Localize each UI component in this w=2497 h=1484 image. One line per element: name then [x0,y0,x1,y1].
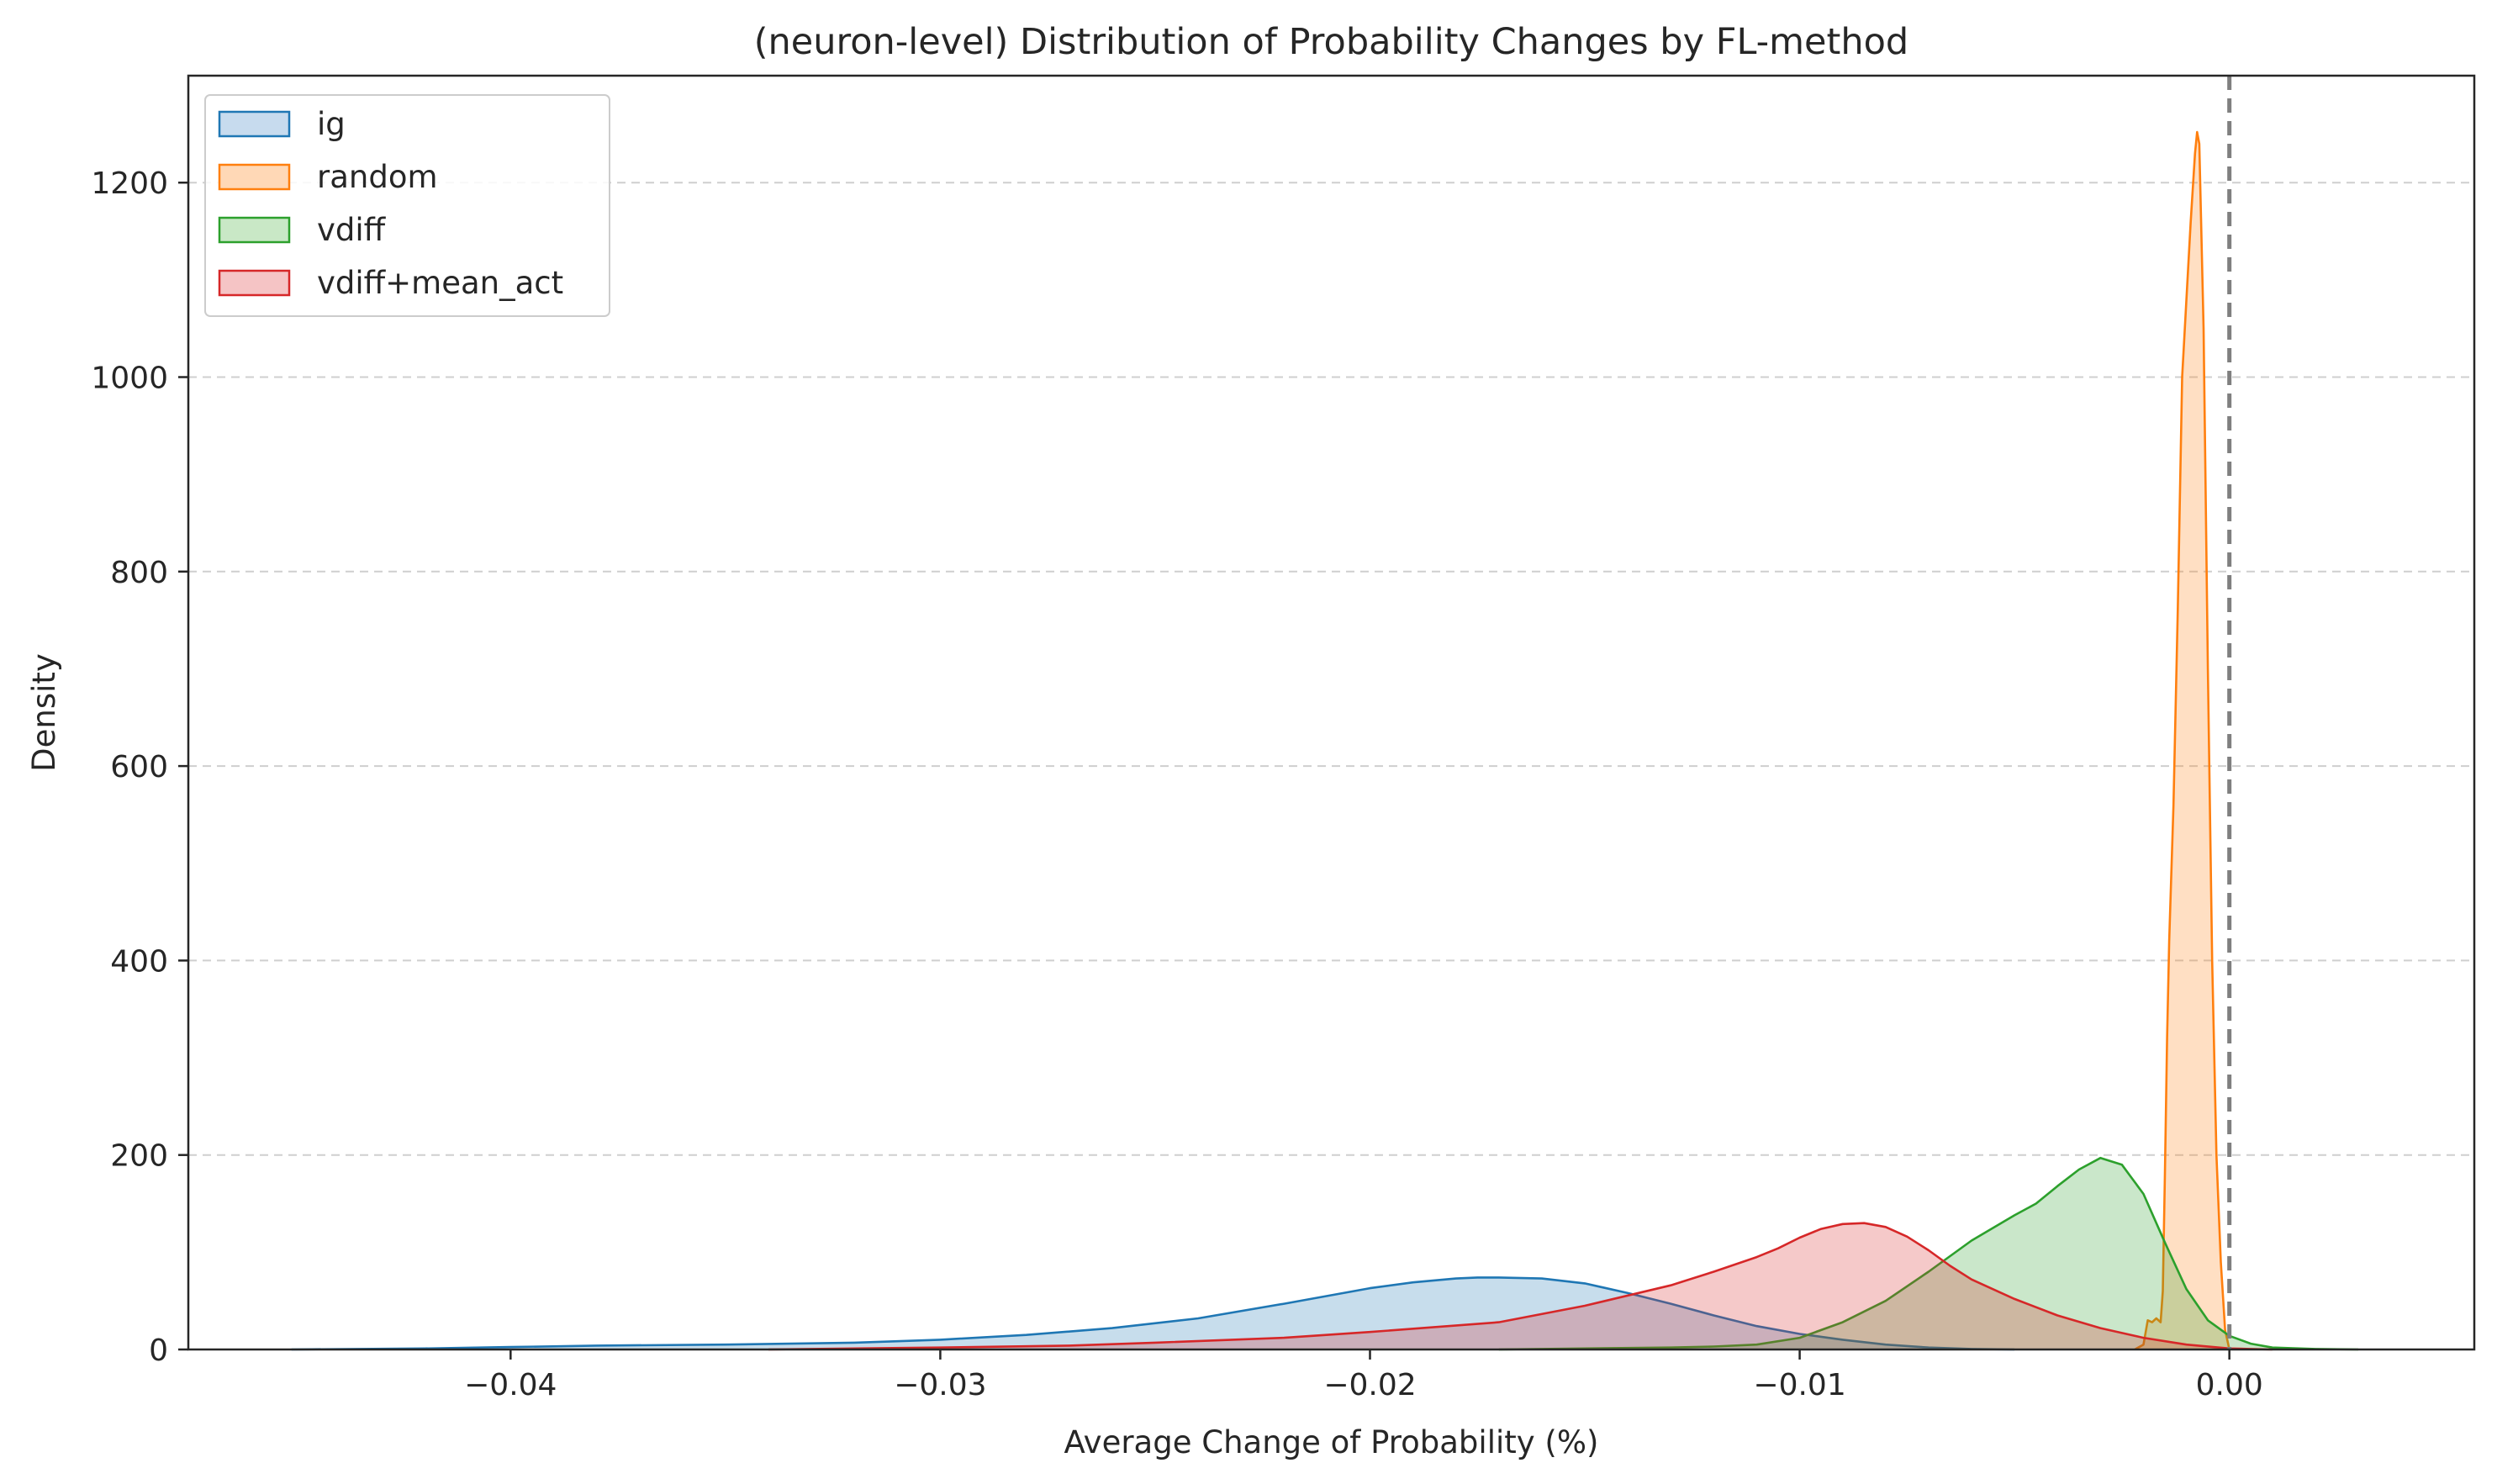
legend-swatch-vdiff+mean_act [218,269,291,297]
series-line-ig [291,1276,2015,1351]
y-axis-ticks: 0 200 400 600 800 1000 1200 [91,166,188,1368]
series-line-random [2134,130,2230,1351]
legend: ig random vdiff vdiff+mean_act [204,94,610,317]
y-tick-label: 1000 [91,362,168,396]
y-tick-label: 1200 [91,166,168,201]
area-fill-vdiff [1498,1158,2358,1349]
x-tick-label: 0.00 [2196,1368,2263,1402]
legend-label-vdiff: vdiff [317,212,387,248]
x-tick-label: −0.04 [464,1368,557,1402]
y-tick-label: 400 [110,944,168,979]
legend-swatch-ig [218,110,291,138]
plot-frame [187,74,2476,1351]
legend-label-random: random [317,159,438,195]
legend-label-vdiff+mean_act: vdiff+mean_act [317,265,563,301]
density-areas [291,130,2359,1351]
x-axis-label: Average Change of Probability (%) [1064,1424,1599,1460]
y-tick-label: 800 [110,556,168,590]
y-tick-label: 0 [149,1333,168,1368]
chart-title: (neuron-level) Distribution of Probabili… [754,21,1908,63]
legend-label-ig: ig [317,106,346,142]
y-axis-label: Density [26,653,62,772]
x-tick-label: −0.03 [894,1368,986,1402]
series-line-vdiff+mean_act [768,1222,2273,1351]
area-fill-vdiff+mean_act [768,1223,2273,1349]
y-tick-label: 200 [110,1139,168,1174]
legend-box [204,94,610,317]
area-fill-random [2135,132,2230,1350]
y-grid [188,182,2474,1156]
x-tick-label: −0.01 [1753,1368,1845,1402]
legend-swatch-vdiff [218,216,291,244]
x-tick-label: −0.02 [1323,1368,1416,1402]
y-tick-label: 600 [110,750,168,784]
x-axis-ticks: −0.04 −0.03 −0.02 −0.01 0.00 [464,1349,2263,1402]
legend-swatch-random [218,163,291,191]
area-fill-ig [291,1277,2015,1349]
